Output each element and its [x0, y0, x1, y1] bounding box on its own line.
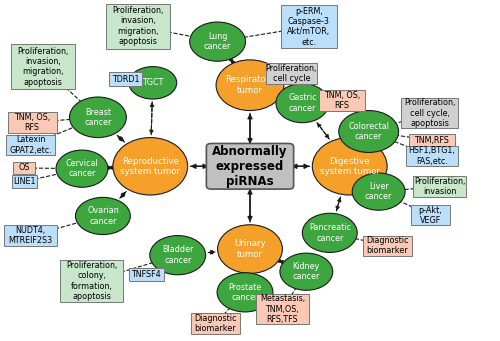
Text: TNM, OS,
RFS: TNM, OS, RFS	[324, 91, 360, 110]
Text: Proliferation,
cell cycle: Proliferation, cell cycle	[266, 64, 317, 83]
Text: Ovarian
cancer: Ovarian cancer	[87, 206, 119, 226]
Text: Breast
cancer: Breast cancer	[84, 108, 112, 127]
Text: Kidney
cancer: Kidney cancer	[292, 262, 320, 281]
FancyBboxPatch shape	[206, 144, 294, 189]
Ellipse shape	[339, 110, 398, 152]
Text: Latexin
GPAT2,etc.: Latexin GPAT2,etc.	[9, 135, 52, 155]
Text: Respiratory
tumor: Respiratory tumor	[226, 75, 274, 95]
Text: Lung
cancer: Lung cancer	[204, 32, 232, 51]
Text: Colorectal
cancer: Colorectal cancer	[348, 122, 389, 141]
Text: Urinary
tumor: Urinary tumor	[234, 239, 266, 259]
Ellipse shape	[129, 66, 176, 99]
Text: p-Akt,
VEGF: p-Akt, VEGF	[418, 206, 442, 225]
Ellipse shape	[76, 197, 130, 235]
FancyBboxPatch shape	[256, 294, 309, 324]
Text: HSF1,BTG1,
FAS,etc.: HSF1,BTG1, FAS,etc.	[408, 146, 456, 166]
Ellipse shape	[280, 253, 333, 290]
FancyBboxPatch shape	[11, 44, 75, 89]
FancyBboxPatch shape	[60, 260, 123, 302]
Ellipse shape	[150, 236, 206, 275]
FancyBboxPatch shape	[4, 225, 57, 246]
FancyBboxPatch shape	[190, 313, 240, 333]
FancyBboxPatch shape	[6, 135, 55, 155]
Text: Pancreatic
cancer: Pancreatic cancer	[309, 223, 351, 242]
Ellipse shape	[218, 225, 282, 273]
Text: Reproductive
system tumor: Reproductive system tumor	[120, 157, 180, 176]
FancyBboxPatch shape	[319, 90, 366, 110]
Ellipse shape	[302, 213, 357, 252]
FancyBboxPatch shape	[13, 162, 35, 174]
FancyBboxPatch shape	[362, 236, 412, 256]
Text: p-ERM,
Caspase-3
Akt/mTOR,
etc.: p-ERM, Caspase-3 Akt/mTOR, etc.	[288, 6, 331, 47]
Ellipse shape	[70, 97, 126, 137]
Text: Digestive
system tumor: Digestive system tumor	[320, 157, 380, 176]
Text: Prostate
cancer: Prostate cancer	[228, 283, 262, 302]
FancyBboxPatch shape	[12, 175, 36, 188]
FancyBboxPatch shape	[109, 72, 142, 86]
Text: Abnormally
expressed
piRNAs: Abnormally expressed piRNAs	[212, 145, 288, 188]
FancyBboxPatch shape	[409, 134, 455, 147]
Text: Proliferation,
invasion,
migration,
apoptosis: Proliferation, invasion, migration, apop…	[112, 6, 164, 46]
FancyBboxPatch shape	[266, 63, 317, 84]
Text: Proliferation,
colony,
formation,
apoptosis: Proliferation, colony, formation, apopto…	[66, 261, 117, 301]
Text: Diagnostic
biomarker: Diagnostic biomarker	[366, 236, 408, 255]
Ellipse shape	[113, 137, 188, 195]
FancyBboxPatch shape	[8, 112, 56, 133]
Text: Diagnostic
biomarker: Diagnostic biomarker	[194, 314, 236, 333]
Ellipse shape	[216, 60, 284, 110]
Ellipse shape	[352, 173, 405, 210]
Text: Cervical
cancer: Cervical cancer	[66, 159, 98, 178]
Text: TNM, OS,
RFS: TNM, OS, RFS	[14, 113, 50, 132]
Text: TNFSF4: TNFSF4	[132, 270, 161, 279]
Text: LINE1: LINE1	[13, 177, 36, 186]
Text: OS: OS	[18, 163, 30, 173]
FancyBboxPatch shape	[406, 146, 458, 166]
Text: Gastric
cancer: Gastric cancer	[288, 93, 316, 113]
Text: Proliferation,
invasion,
migration,
apoptosis: Proliferation, invasion, migration, apop…	[18, 46, 69, 87]
Text: Bladder
cancer: Bladder cancer	[162, 246, 194, 265]
FancyBboxPatch shape	[280, 5, 337, 48]
FancyBboxPatch shape	[412, 176, 467, 197]
Ellipse shape	[312, 137, 387, 195]
FancyBboxPatch shape	[106, 4, 170, 48]
FancyBboxPatch shape	[129, 268, 164, 281]
Ellipse shape	[190, 22, 246, 61]
FancyBboxPatch shape	[400, 98, 458, 129]
Ellipse shape	[276, 84, 329, 123]
Text: TNM,RFS: TNM,RFS	[414, 136, 450, 145]
Text: NUDT4,
MTREIF2S3: NUDT4, MTREIF2S3	[8, 226, 52, 245]
Ellipse shape	[217, 273, 273, 312]
FancyBboxPatch shape	[410, 205, 451, 225]
Ellipse shape	[56, 150, 108, 187]
Text: Metastasis,
TNM,OS,
RFS,TFS: Metastasis, TNM,OS, RFS,TFS	[260, 294, 305, 324]
Text: Proliferation,
invasion: Proliferation, invasion	[414, 177, 465, 196]
Text: Liver
cancer: Liver cancer	[365, 182, 392, 201]
Text: Proliferation,
cell cycle,
apoptosis: Proliferation, cell cycle, apoptosis	[404, 98, 455, 128]
Text: TGCT: TGCT	[142, 78, 164, 87]
Text: TDRD1: TDRD1	[112, 75, 139, 84]
